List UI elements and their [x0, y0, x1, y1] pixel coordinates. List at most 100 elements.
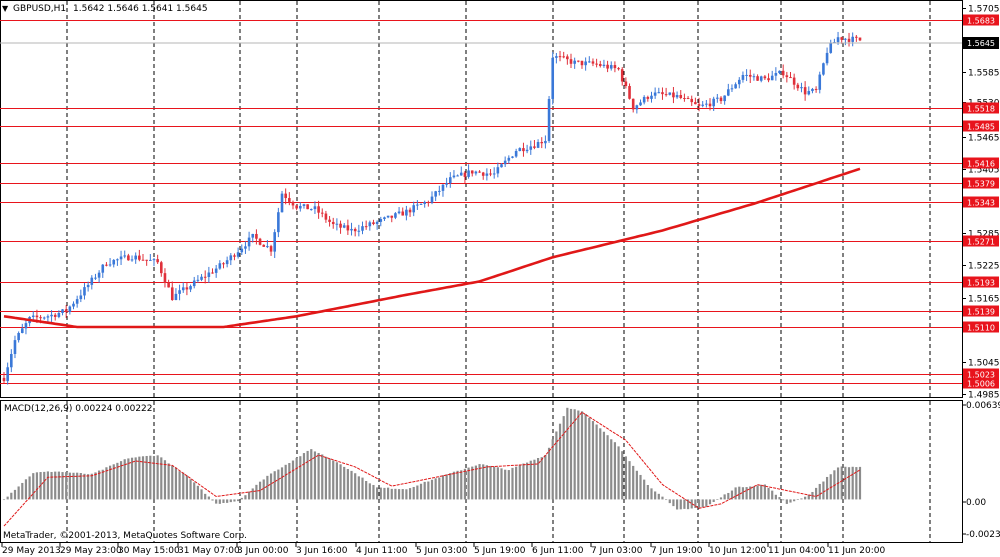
macd-bar	[657, 493, 660, 500]
candle	[372, 219, 375, 226]
macd-bar	[83, 473, 86, 500]
macd-bar	[251, 488, 254, 500]
macd-bar	[555, 431, 558, 500]
macd-bar	[500, 468, 503, 500]
candle	[858, 37, 862, 42]
macd-bar	[624, 456, 627, 500]
macd-bar	[526, 462, 529, 500]
candle	[584, 57, 587, 71]
candle	[624, 77, 628, 89]
candle	[251, 233, 255, 243]
macd-bar	[397, 489, 401, 500]
macd-bar	[796, 499, 799, 500]
candle	[386, 215, 390, 219]
macd-bar	[650, 488, 653, 500]
macd-bar	[240, 497, 243, 500]
candle	[170, 281, 174, 301]
candle	[86, 281, 90, 292]
macd-bar	[24, 479, 28, 500]
candle	[730, 84, 734, 93]
horizontal-levels[interactable]	[0, 20, 962, 384]
macd-bar	[789, 499, 792, 503]
time-axis-label: 31 May 07:00	[178, 546, 240, 556]
price-axis-label: 1.5165	[968, 295, 1000, 305]
candle	[244, 241, 247, 254]
macd-bar	[368, 483, 371, 500]
candle	[503, 156, 507, 167]
candle	[116, 258, 119, 266]
macd-bar	[423, 481, 426, 500]
svg-text:1.5271: 1.5271	[967, 238, 995, 247]
candle	[507, 155, 511, 164]
candle	[555, 52, 558, 64]
candle	[17, 331, 20, 343]
macd-bar	[68, 472, 71, 500]
candle	[639, 99, 642, 106]
macd-bar	[635, 470, 638, 500]
macd-bar	[427, 481, 430, 500]
candle	[438, 185, 441, 196]
candle	[855, 34, 858, 42]
candle	[50, 310, 53, 322]
macd-bar	[357, 476, 360, 500]
macd-bar	[332, 460, 335, 500]
macd-bar	[840, 466, 843, 500]
macd-bar	[562, 416, 565, 500]
candle	[547, 96, 551, 143]
level-label-1.5416: 1.5416	[963, 157, 999, 169]
macd-bar	[87, 474, 90, 500]
candle	[291, 200, 295, 210]
candle	[441, 184, 445, 197]
current-price-label: 1.5645	[967, 39, 995, 48]
time-axis-label: 5 Jun 19:00	[474, 546, 526, 556]
candle	[595, 58, 598, 68]
candle	[306, 204, 309, 210]
candle	[130, 255, 134, 262]
candle	[716, 93, 719, 103]
macd-bar	[383, 487, 386, 500]
candle	[690, 95, 694, 107]
macd-axis-top: 0.00639	[966, 401, 1000, 411]
candle	[661, 87, 664, 100]
macd-bar	[566, 407, 569, 500]
price-axis-label: 1.5465	[968, 134, 1000, 144]
macd-bar	[394, 488, 397, 500]
candle	[617, 67, 620, 71]
level-label-1.5023: 1.5023	[963, 368, 999, 380]
macd-bar	[617, 446, 620, 500]
candle	[434, 190, 437, 202]
candle	[339, 220, 342, 234]
candle	[2, 371, 6, 383]
triangle-down-icon[interactable]: ▼	[2, 4, 9, 13]
macd-bar	[847, 467, 851, 500]
macd-bar	[10, 492, 13, 500]
macd-bar	[204, 493, 207, 500]
macd-bar	[675, 499, 679, 510]
candle	[745, 69, 748, 82]
macd-bar	[478, 464, 481, 500]
macd-bar	[379, 487, 382, 500]
macd-bar	[719, 497, 723, 500]
macd-bar	[763, 484, 766, 500]
candle	[394, 212, 397, 220]
candle	[419, 203, 423, 205]
macd-bar	[226, 499, 229, 503]
candle	[756, 74, 759, 81]
candle	[577, 60, 580, 63]
macd-bar	[119, 461, 123, 500]
candle	[112, 259, 116, 268]
candle	[408, 207, 412, 217]
candle	[75, 295, 79, 308]
candle	[288, 192, 291, 206]
candle	[6, 362, 9, 385]
macd-bar	[785, 499, 788, 504]
price-axis-label: 1.5405	[968, 166, 1000, 176]
macd-bar	[196, 485, 199, 500]
macd-bar	[28, 476, 31, 500]
candle	[192, 276, 196, 289]
macd-bar	[825, 476, 829, 500]
candle	[53, 313, 57, 321]
macd-bar	[584, 413, 587, 500]
